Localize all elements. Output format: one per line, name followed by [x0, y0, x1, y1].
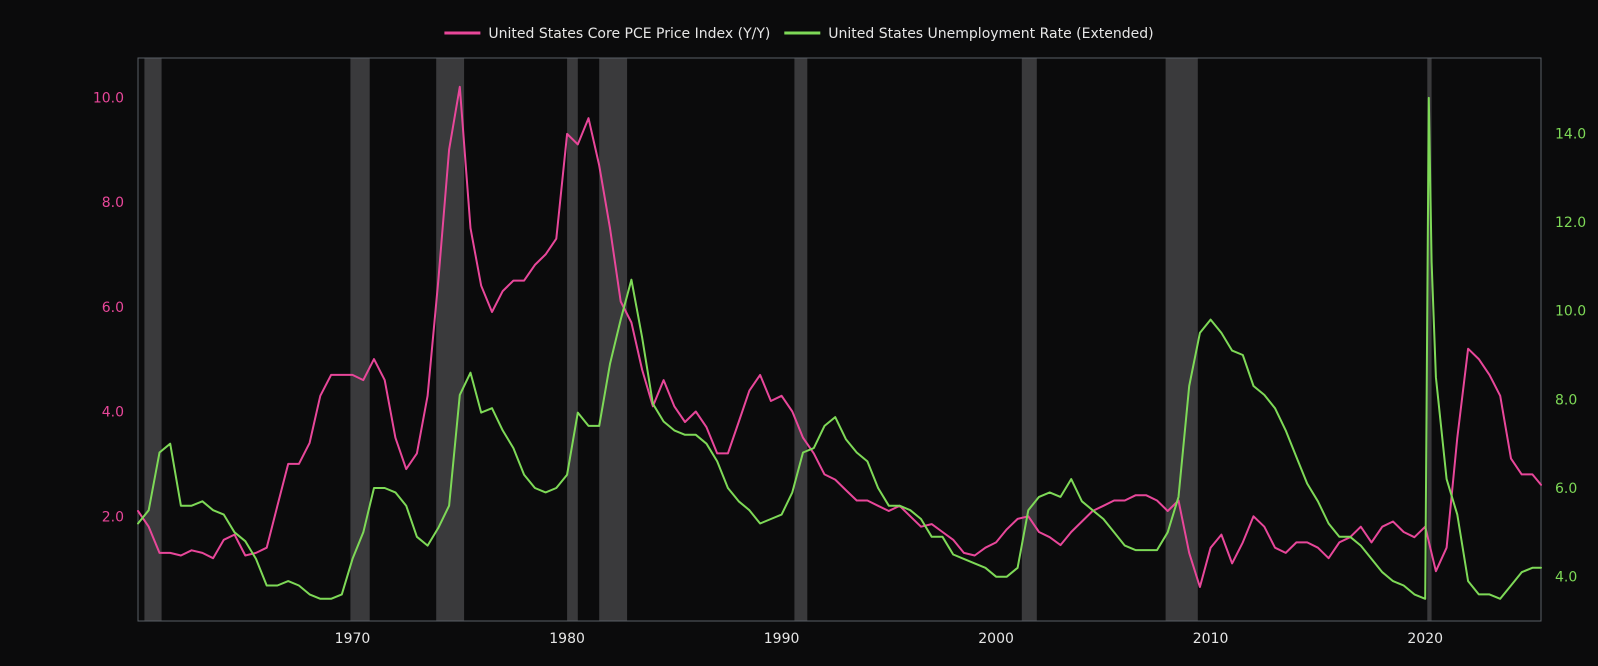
- recession-band: [1165, 58, 1198, 621]
- x-axis-ticks: 1970 1980 1990 2000 2010 2020: [335, 631, 1443, 647]
- recession-band: [1021, 58, 1037, 621]
- left-tick-label: 4.0: [102, 405, 124, 421]
- legend-item-0[interactable]: United States Core PCE Price Index (Y/Y): [444, 26, 770, 42]
- x-tick-label: 1970: [335, 631, 371, 647]
- right-axis-ticks: 4.0 6.0 8.0 10.0 12.0 14.0: [1555, 126, 1586, 585]
- left-tick-label: 6.0: [102, 300, 124, 316]
- series-line-1: [137, 96, 1542, 600]
- recession-band: [599, 58, 628, 621]
- recession-band: [567, 58, 578, 621]
- right-tick-label: 4.0: [1555, 570, 1577, 586]
- plot-frame: [137, 57, 1542, 622]
- left-tick-label: 10.0: [93, 90, 124, 106]
- series-line-0: [137, 85, 1542, 588]
- recession-band: [350, 58, 370, 621]
- x-tick-label: 1990: [764, 631, 800, 647]
- x-tick-label: 2010: [1193, 631, 1229, 647]
- legend[interactable]: United States Core PCE Price Index (Y/Y)…: [444, 26, 1154, 42]
- legend-label: United States Unemployment Rate (Extende…: [828, 26, 1153, 42]
- right-tick-label: 14.0: [1555, 126, 1586, 142]
- right-tick-label: 8.0: [1555, 392, 1577, 408]
- right-tick-label: 6.0: [1555, 481, 1577, 497]
- recession-band: [1427, 58, 1432, 621]
- x-tick-label: 1980: [549, 631, 585, 647]
- left-tick-label: 8.0: [102, 195, 124, 211]
- recession-band: [436, 58, 465, 621]
- recession-band: [794, 58, 808, 621]
- recession-band: [144, 58, 162, 621]
- x-tick-label: 2000: [978, 631, 1014, 647]
- series-lines: [137, 85, 1542, 600]
- left-axis-ticks: 2.0 4.0 6.0 8.0 10.0: [93, 90, 124, 525]
- recession-bands: [144, 58, 1432, 621]
- x-tick-label: 2020: [1407, 631, 1443, 647]
- legend-label: United States Core PCE Price Index (Y/Y): [488, 26, 770, 42]
- legend-item-1[interactable]: United States Unemployment Rate (Extende…: [784, 26, 1154, 42]
- left-tick-label: 2.0: [102, 509, 124, 525]
- right-tick-label: 12.0: [1555, 215, 1586, 231]
- right-tick-label: 10.0: [1555, 304, 1586, 320]
